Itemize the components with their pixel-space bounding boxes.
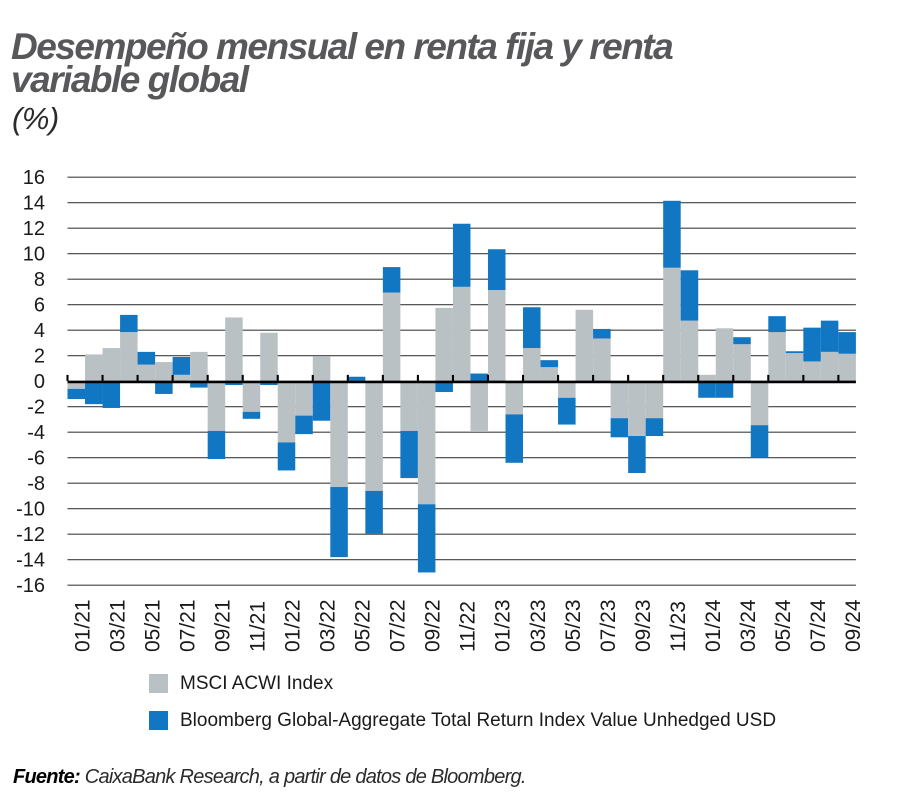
svg-text:-4: -4: [27, 422, 45, 444]
svg-text:-14: -14: [16, 550, 45, 572]
svg-text:-10: -10: [16, 499, 45, 521]
svg-text:07/22: 07/22: [387, 599, 410, 652]
svg-text:01/23: 01/23: [492, 599, 515, 652]
svg-text:03/24: 03/24: [737, 599, 760, 652]
svg-text:12: 12: [23, 218, 45, 240]
svg-text:-8: -8: [27, 473, 45, 495]
svg-text:09/23: 09/23: [632, 599, 655, 652]
svg-text:09/21: 09/21: [211, 599, 234, 652]
svg-text:07/23: 07/23: [597, 599, 620, 652]
svg-text:-12: -12: [16, 524, 45, 546]
svg-text:03/21: 03/21: [106, 599, 129, 652]
svg-text:2: 2: [34, 346, 45, 368]
svg-text:4: 4: [34, 320, 45, 342]
svg-text:05/22: 05/22: [352, 599, 375, 652]
svg-text:-6: -6: [27, 448, 45, 470]
svg-text:-2: -2: [27, 397, 45, 419]
svg-text:09/24: 09/24: [842, 599, 865, 652]
svg-text:16: 16: [23, 167, 45, 189]
svg-text:05/23: 05/23: [562, 599, 585, 652]
svg-text:05/21: 05/21: [141, 599, 164, 652]
svg-text:07/21: 07/21: [176, 599, 199, 652]
svg-text:05/24: 05/24: [772, 599, 795, 652]
svg-text:11/23: 11/23: [667, 601, 690, 652]
svg-text:07/24: 07/24: [807, 599, 830, 652]
svg-text:8: 8: [34, 269, 45, 291]
svg-text:6: 6: [34, 295, 45, 317]
svg-text:0: 0: [34, 371, 45, 393]
svg-text:11/22: 11/22: [457, 601, 480, 652]
svg-text:01/22: 01/22: [282, 599, 305, 652]
svg-text:01/21: 01/21: [71, 599, 94, 652]
svg-text:11/21: 11/21: [247, 601, 270, 652]
svg-text:10: 10: [23, 244, 45, 266]
svg-text:-16: -16: [16, 575, 45, 597]
svg-text:09/22: 09/22: [422, 599, 445, 652]
svg-text:01/24: 01/24: [702, 599, 725, 652]
svg-text:03/23: 03/23: [527, 599, 550, 652]
svg-text:14: 14: [23, 193, 45, 215]
svg-text:03/22: 03/22: [317, 599, 340, 652]
